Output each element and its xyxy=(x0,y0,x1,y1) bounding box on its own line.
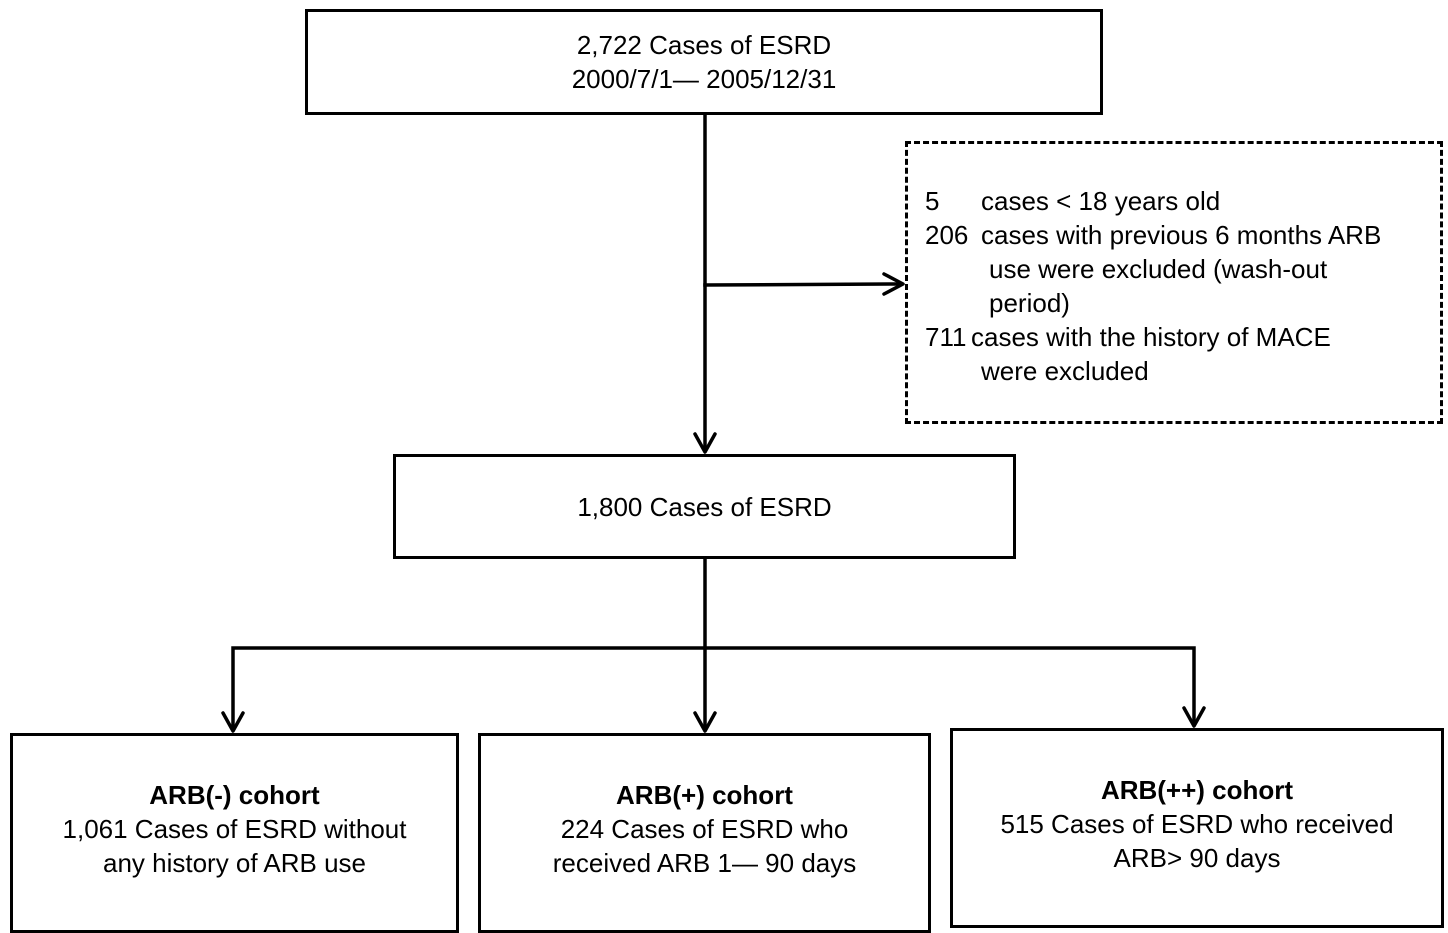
exclusion-line: cases with previous 6 months ARB xyxy=(981,220,1382,250)
eligible-cases-text: 1,800 Cases of ESRD xyxy=(577,491,832,522)
arrowhead-exclusion xyxy=(882,272,905,296)
exclusion-list: 5 cases < 18 years old 206 cases with pr… xyxy=(925,184,1435,388)
exclusion-text: cases with previous 6 months ARB use wer… xyxy=(981,218,1435,320)
cohort-description: received ARB 1— 90 days xyxy=(552,848,857,878)
exclusion-count: 711 xyxy=(925,322,967,352)
eligible-cases-box: 1,800 Cases of ESRD xyxy=(393,454,1016,559)
exclusion-line: period) xyxy=(989,288,1070,318)
cohort-description: 1,061 Cases of ESRD without xyxy=(62,814,407,844)
exclusion-item: 5 cases < 18 years old xyxy=(925,184,1435,218)
exclusion-criteria-box: 5 cases < 18 years old 206 cases with pr… xyxy=(905,141,1443,424)
exclusion-line: cases < 18 years old xyxy=(981,186,1221,216)
cohort-box-arb-positive: ARB(+) cohort 224 Cases of ESRD who rece… xyxy=(478,733,931,933)
cohort-box-arb-negative: ARB(-) cohort 1,061 Cases of ESRD withou… xyxy=(10,733,459,933)
cohort-description: ARB> 90 days xyxy=(1113,843,1281,873)
arrowhead-left-cohort xyxy=(221,711,245,733)
exclusion-line: cases with the history of MACE xyxy=(971,322,1331,352)
total-cases-box: 2,722 Cases of ESRD 2000/7/1— 2005/12/31 xyxy=(305,9,1103,115)
total-cases-text: 2,722 Cases of ESRD xyxy=(576,30,832,60)
cohort-box-arb-double-positive: ARB(++) cohort 515 Cases of ESRD who rec… xyxy=(950,728,1444,928)
exclusion-count: 5 xyxy=(925,186,940,216)
arrowhead-right-cohort xyxy=(1182,706,1206,728)
connector-exclusion-branch xyxy=(703,282,902,287)
date-range-text: 2000/7/1— 2005/12/31 xyxy=(571,64,837,94)
exclusion-item: 711 cases with the history of MACE were … xyxy=(925,320,1435,388)
arrowhead-center-cohort xyxy=(693,711,717,733)
arrowhead-middle xyxy=(693,432,717,454)
exclusion-line: were excluded xyxy=(981,356,1149,386)
exclusion-count: 206 xyxy=(925,220,969,250)
exclusion-text: cases < 18 years old xyxy=(981,184,1435,218)
cohort-title: ARB(-) cohort xyxy=(149,780,320,810)
connector-split xyxy=(231,646,1196,731)
cohort-description: 515 Cases of ESRD who received xyxy=(1000,809,1394,839)
exclusion-line: use were excluded (wash-out xyxy=(989,254,1328,284)
exclusion-text: cases with the history of MACE were excl… xyxy=(971,320,1435,388)
cohort-description: 224 Cases of ESRD who xyxy=(560,814,849,844)
cohort-title: ARB(+) cohort xyxy=(616,780,793,810)
flow-connectors xyxy=(221,113,1206,733)
exclusion-item: 206 cases with previous 6 months ARB use… xyxy=(925,218,1435,320)
cohort-title: ARB(++) cohort xyxy=(1100,775,1294,805)
cohort-description: any history of ARB use xyxy=(102,848,367,878)
